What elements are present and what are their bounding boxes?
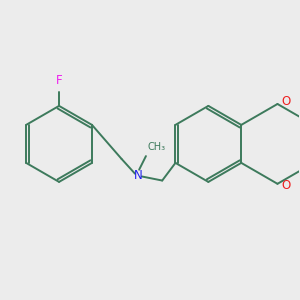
Text: O: O [281,95,290,109]
Text: O: O [281,179,290,192]
Text: F: F [56,74,62,87]
Text: N: N [134,169,142,182]
Text: CH₃: CH₃ [147,142,165,152]
